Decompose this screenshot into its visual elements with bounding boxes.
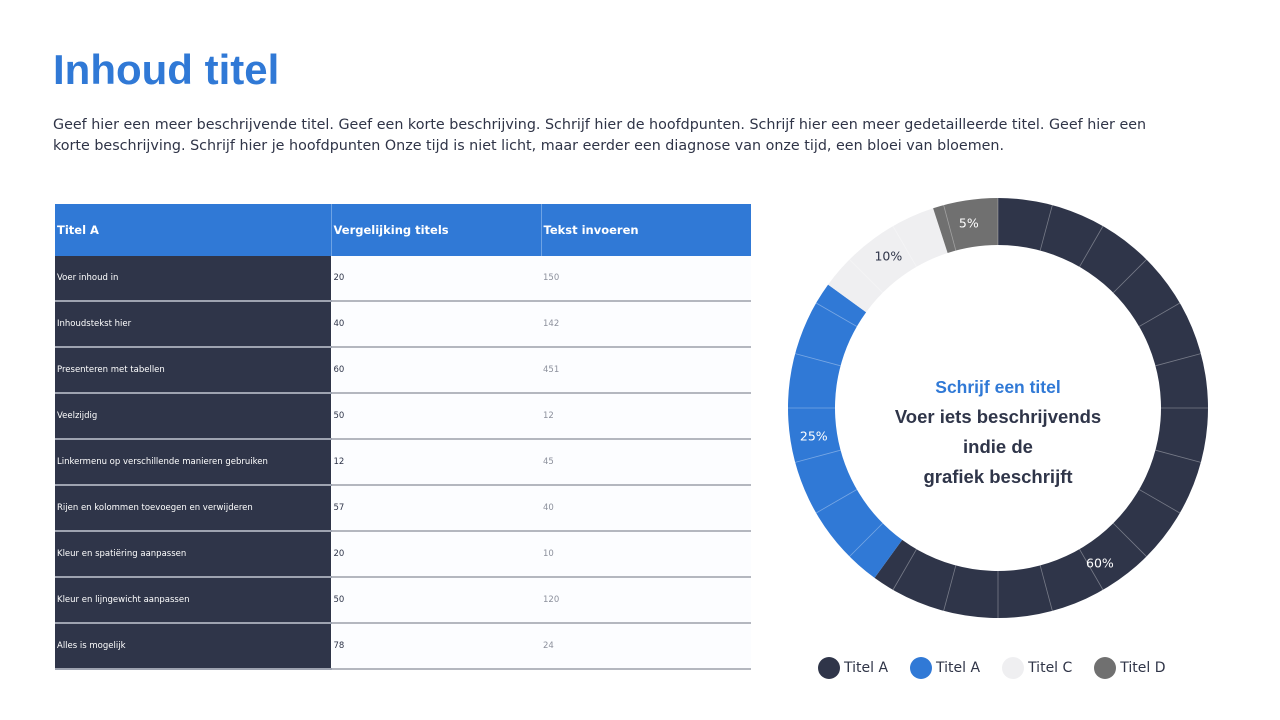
donut-divider (943, 565, 957, 611)
row-label: Veelzijdig (55, 393, 332, 440)
legend-item: Titel A (910, 657, 980, 679)
legend-label: Titel A (936, 660, 981, 676)
donut-divider (1112, 522, 1147, 557)
row-label: Alles is mogelijk (55, 623, 332, 670)
donut-divider (849, 522, 884, 557)
legend-item: Titel C (1002, 657, 1072, 679)
legend-item: Titel A (818, 657, 888, 679)
legend-item: Titel D (1094, 657, 1166, 679)
donut-divider (1039, 205, 1053, 251)
table-row: Alles is mogelijk 78 24 (55, 623, 751, 670)
table-header-cell: Titel A (55, 204, 332, 256)
row-value-text: 45 (541, 439, 751, 486)
donut-divider (1079, 225, 1104, 268)
donut-divider (795, 353, 841, 367)
chart-center-line: Voer iets beschrijvends (894, 406, 1102, 427)
row-value-text: 150 (541, 256, 751, 302)
table-header-cell: Vergelijking titels (331, 204, 542, 256)
page-title: Inhoud titel (53, 46, 280, 93)
legend-label: Titel A (844, 660, 889, 676)
chart-center-text: Schrijf een titel Voer iets beschrijvend… (848, 372, 1148, 492)
donut-divider (892, 548, 917, 591)
donut-divider (1138, 302, 1181, 327)
table-row: Veelzijdig 50 12 (55, 393, 751, 440)
donut-divider (795, 449, 841, 463)
legend-swatch (910, 657, 933, 679)
donut-chart: 60% 25% 10% 5% (788, 198, 1208, 618)
row-value-comparison: 20 (331, 531, 541, 578)
row-value-comparison: 57 (331, 485, 541, 532)
donut-slice-label: 25% (800, 429, 828, 444)
row-label: Kleur en lijngewicht aanpassen (55, 577, 332, 624)
table-row: Inhoudstekst hier 40 142 (55, 301, 751, 348)
table-header-row: Titel A Vergelijking titels Tekst invoer… (55, 204, 751, 256)
comparison-table: Titel A Vergelijking titels Tekst invoer… (55, 204, 751, 670)
donut-divider (815, 489, 858, 514)
legend-swatch (1002, 657, 1025, 679)
donut-divider (1138, 489, 1181, 514)
row-value-text: 451 (541, 347, 751, 394)
row-value-text: 10 (541, 531, 751, 578)
legend-swatch (818, 657, 840, 679)
row-value-text: 24 (541, 623, 751, 670)
chart-legend: Titel A Titel A Titel C Titel D (818, 656, 1188, 680)
row-value-text: 142 (541, 301, 751, 348)
donut-divider (849, 259, 884, 294)
donut-divider (1155, 353, 1201, 367)
table-row: Voer inhoud in 20 150 (55, 256, 751, 302)
donut-divider (1079, 548, 1104, 591)
row-value-comparison: 40 (331, 301, 541, 348)
table-header-cell: Tekst invoeren (541, 204, 751, 256)
donut-slice-label: 10% (874, 249, 902, 264)
donut-slice (788, 284, 903, 578)
row-value-comparison: 12 (331, 439, 541, 486)
donut-slice (933, 198, 998, 253)
donut-divider (943, 205, 957, 251)
row-label: Inhoudstekst hier (55, 301, 332, 348)
table-row: Kleur en lijngewicht aanpassen 50 120 (55, 577, 751, 624)
row-value-text: 120 (541, 577, 751, 624)
legend-swatch (1094, 657, 1117, 679)
row-label: Kleur en spatiëring aanpassen (55, 531, 332, 578)
page-description: Geef hier een meer beschrijvende titel. … (53, 117, 1147, 154)
legend-label: Titel C (1028, 660, 1073, 676)
chart-center-title: Schrijf een titel (935, 377, 1061, 397)
row-value-comparison: 50 (331, 393, 541, 440)
row-value-comparison: 60 (331, 347, 541, 394)
table-row: Rijen en kolommen toevoegen en verwijder… (55, 485, 751, 532)
row-label: Linkermenu op verschillende manieren geb… (55, 439, 332, 486)
donut-divider (892, 225, 917, 268)
chart-center-line: grafiek beschrijft (923, 466, 1073, 487)
donut-slice (874, 198, 1208, 618)
row-label: Voer inhoud in (55, 256, 332, 302)
row-value-text: 12 (541, 393, 751, 440)
donut-divider (1155, 449, 1201, 463)
donut-divider (1112, 259, 1147, 294)
chart-center-line: indie de (963, 436, 1033, 457)
row-value-text: 40 (541, 485, 751, 532)
row-value-comparison: 50 (331, 577, 541, 624)
donut-slice-label: 60% (1086, 556, 1114, 571)
row-value-comparison: 20 (331, 256, 541, 302)
legend-label: Titel D (1120, 660, 1166, 676)
row-label: Rijen en kolommen toevoegen en verwijder… (55, 485, 332, 532)
donut-slice-label: 5% (959, 215, 979, 230)
table-row: Presenteren met tabellen 60 451 (55, 347, 751, 394)
donut-slice (828, 208, 948, 313)
row-value-comparison: 78 (331, 623, 541, 670)
donut-divider (1039, 565, 1053, 611)
row-label: Presenteren met tabellen (55, 347, 332, 394)
donut-divider (815, 302, 858, 327)
table-row: Kleur en spatiëring aanpassen 20 10 (55, 531, 751, 578)
table-row: Linkermenu op verschillende manieren geb… (55, 439, 751, 486)
